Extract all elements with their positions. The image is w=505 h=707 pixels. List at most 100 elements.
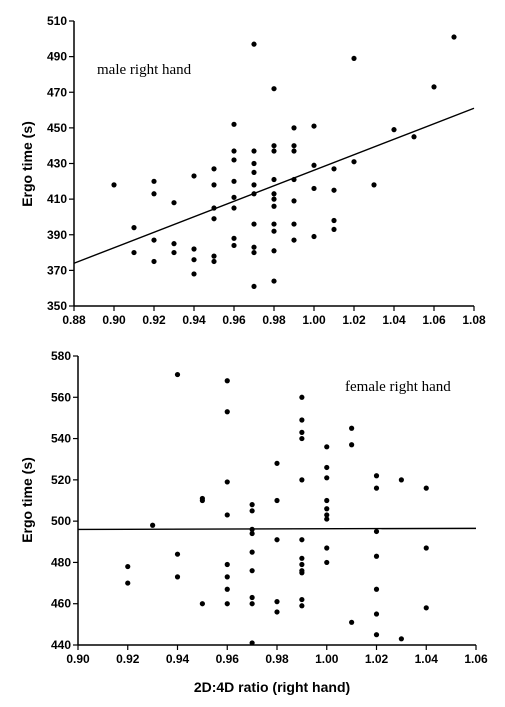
male-data-point (251, 191, 257, 197)
male-data-point (111, 182, 117, 188)
male-data-point (311, 162, 317, 168)
female-y-tick-label: 460 (51, 597, 71, 611)
male-data-point (371, 182, 377, 188)
male-data-point (231, 121, 237, 127)
female-data-point (125, 580, 131, 586)
male-data-point (251, 283, 257, 290)
female-y-tick-label: 480 (51, 555, 71, 569)
female-data-point (224, 479, 230, 485)
female-data-point (324, 497, 330, 504)
female-data-point (324, 512, 330, 518)
male-data-point (251, 169, 257, 176)
male-x-tick-label: 1.06 (422, 313, 446, 327)
male-data-point (211, 216, 217, 222)
male-data-point (271, 196, 277, 202)
male-data-point (271, 228, 277, 234)
male-x-tick-label: 1.00 (302, 313, 326, 327)
female-data-point (274, 537, 280, 543)
female-data-point (324, 506, 330, 512)
female-data-point (398, 477, 404, 483)
male-data-point (291, 125, 297, 131)
male-x-tick-label: 0.90 (102, 313, 126, 327)
female-data-point (249, 526, 255, 533)
female-data-point (249, 502, 255, 508)
female-data-point (299, 477, 305, 483)
female-data-point (349, 425, 355, 431)
female-data-point (224, 561, 230, 568)
female-data-point (224, 378, 230, 384)
female-data-point (125, 563, 131, 570)
female-data-point (324, 516, 330, 522)
female-data-point (373, 553, 380, 559)
male-data-point (251, 249, 257, 256)
male-y-tick-label: 430 (47, 157, 67, 171)
male-data-point (171, 200, 177, 206)
male-data-point (231, 178, 237, 184)
male-data-point (231, 242, 237, 249)
male-x-tick-label: 1.02 (342, 313, 366, 327)
female-data-point (199, 497, 205, 504)
male-data-point (251, 160, 257, 167)
male-data-point (231, 205, 237, 211)
x-axis-title: 2D:4D ratio (right hand) (194, 679, 350, 695)
female-y-tick-label: 520 (51, 473, 71, 487)
female-y-tick-label: 560 (51, 390, 71, 404)
female-data-point (324, 464, 330, 471)
male-y-axis-title: Ergo time (s) (19, 121, 35, 207)
female-data-point (423, 545, 429, 551)
male-data-point (191, 257, 197, 263)
female-data-point (299, 394, 305, 400)
female-data-point (324, 444, 330, 450)
male-data-point (271, 86, 277, 92)
male-data-point (171, 249, 177, 256)
female-data-point (324, 475, 330, 481)
male-data-point (351, 55, 357, 62)
male-x-tick-label: 0.92 (142, 313, 166, 327)
female-data-point (174, 371, 181, 378)
female-data-point (274, 609, 280, 615)
male-y-tick-label: 390 (47, 228, 67, 242)
female-x-tick-label: 1.00 (315, 652, 339, 666)
male-data-point (411, 134, 417, 140)
female-data-point (299, 555, 305, 561)
male-data-point (291, 198, 297, 204)
female-data-point (174, 574, 181, 580)
male-y-tick-label: 410 (47, 192, 67, 206)
male-data-point (271, 143, 277, 149)
female-data-point (423, 485, 429, 491)
male-data-point (271, 191, 277, 197)
female-y-tick-label: 540 (51, 432, 71, 446)
female-x-tick-label: 0.90 (66, 652, 90, 666)
male-regression-line (73, 107, 475, 264)
male-data-point (131, 225, 137, 231)
male-data-point (191, 246, 197, 252)
male-x-tick-label: 1.08 (462, 313, 486, 327)
male-data-point (211, 166, 217, 172)
female-data-point (224, 409, 230, 415)
female-y-tick-label: 440 (51, 638, 71, 652)
female-x-tick-label: 1.04 (415, 652, 439, 666)
female-data-point (199, 601, 205, 607)
male-data-point (291, 148, 297, 154)
male-x-tick-label: 0.94 (182, 313, 206, 327)
male-data-point (291, 237, 297, 243)
female-x-tick-label: 0.94 (166, 652, 190, 666)
male-data-point (311, 233, 317, 240)
male-data-point (271, 203, 277, 209)
male-data-point (211, 258, 217, 265)
female-data-point (349, 619, 355, 625)
male-data-point (431, 84, 437, 90)
male-data-point (211, 205, 217, 211)
female-data-point (373, 632, 380, 638)
male-data-point (231, 194, 237, 200)
female-data-point (249, 601, 255, 607)
male-data-point (191, 173, 197, 179)
female-data-point (398, 636, 404, 642)
male-y-tick-label: 450 (47, 121, 67, 135)
female-scatter-panel: female right hand Ergo time (s) 0.90 0.92… (19, 349, 488, 666)
female-data-point (299, 603, 305, 609)
female-data-point (274, 460, 280, 466)
female-data-point (299, 570, 305, 576)
male-y-tick-label: 470 (47, 85, 67, 99)
male-scatter-panel: male right hand Ergo time (s) 0.88 0.90 0.… (19, 14, 486, 327)
